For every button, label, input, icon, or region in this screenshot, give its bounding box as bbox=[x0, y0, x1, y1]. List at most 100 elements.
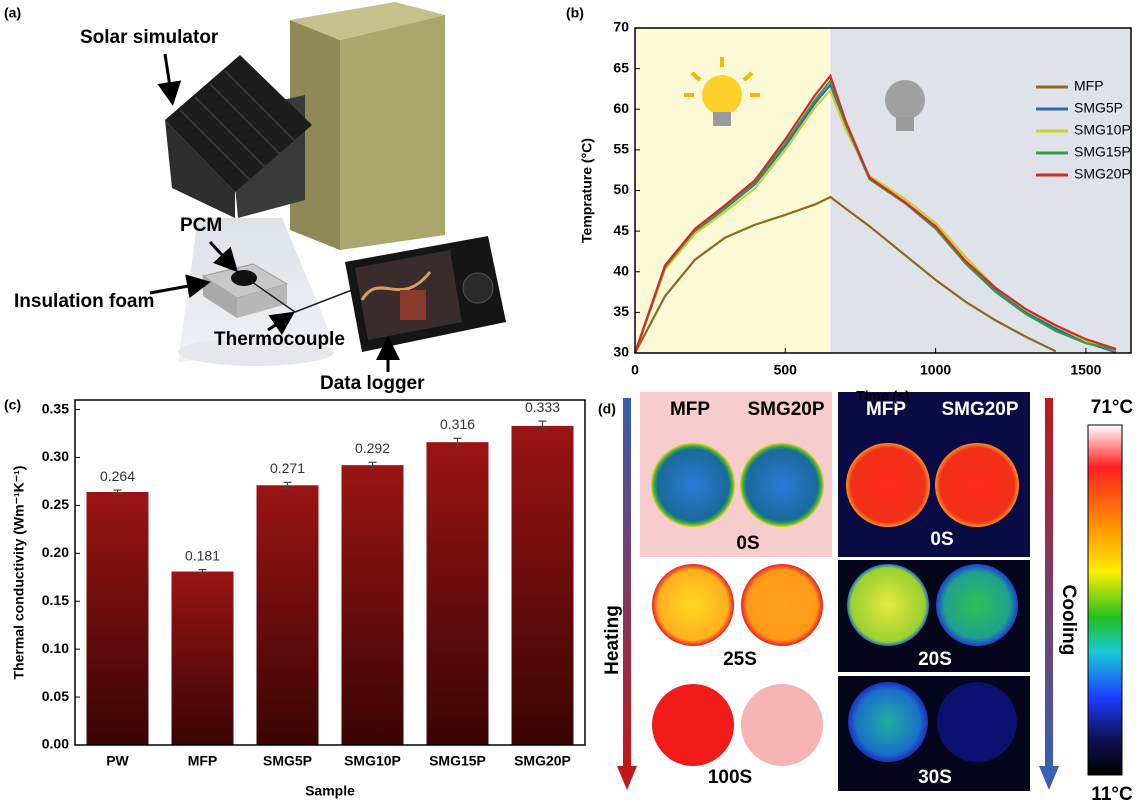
colorbar bbox=[1088, 425, 1122, 775]
value-label: 0.264 bbox=[100, 468, 135, 484]
legend-label: MFP bbox=[1074, 78, 1104, 94]
panel-label: (c) bbox=[4, 397, 21, 413]
colorbar-max: 71°C bbox=[1091, 397, 1134, 418]
sample-disk bbox=[848, 682, 928, 762]
bar bbox=[87, 492, 149, 745]
page: (a) Solar simulator PCM Insulation foam … bbox=[0, 0, 1143, 806]
y-axis-label: Temprature (°C) bbox=[579, 138, 595, 243]
callout: PCM bbox=[180, 215, 222, 236]
bar bbox=[172, 572, 234, 745]
y-tick-label: 65 bbox=[613, 59, 629, 75]
callout: Solar simulator bbox=[80, 27, 219, 48]
sample-disk bbox=[740, 443, 824, 527]
x-tick-label: 0 bbox=[631, 362, 639, 378]
x-tick-label: MFP bbox=[188, 753, 218, 769]
panel-b: 303540455055606570050010001500Time (s)Te… bbox=[566, 5, 1131, 404]
time-label: 0S bbox=[736, 533, 759, 554]
y-tick-label: 0.25 bbox=[42, 496, 69, 512]
x-tick-label: 1000 bbox=[920, 362, 951, 378]
bulb-icon bbox=[702, 75, 742, 115]
legend-label: SMG15P bbox=[1074, 144, 1131, 160]
y-tick-label: 0.00 bbox=[42, 736, 69, 752]
time-label: 0S bbox=[930, 529, 953, 550]
plot-frame bbox=[75, 400, 585, 745]
sample-disk bbox=[652, 564, 734, 646]
y-tick-label: 0.35 bbox=[42, 400, 69, 416]
direction-label: Cooling bbox=[1058, 585, 1079, 656]
value-label: 0.333 bbox=[525, 399, 560, 415]
bulb-icon bbox=[885, 80, 925, 120]
y-tick-label: 40 bbox=[613, 262, 629, 278]
bar bbox=[512, 426, 574, 745]
sample-label: SMG20P bbox=[941, 399, 1018, 420]
bulb-icon bbox=[896, 117, 914, 131]
x-tick-label: SMG10P bbox=[344, 753, 401, 769]
heating-arrow bbox=[623, 398, 631, 766]
sample-disk bbox=[652, 684, 734, 766]
sample-disk bbox=[741, 684, 823, 766]
callout: Data logger bbox=[320, 373, 425, 394]
colorbar-min: 11°C bbox=[1091, 784, 1133, 805]
callout: Thermocouple bbox=[214, 329, 345, 350]
logger-dial bbox=[463, 273, 493, 303]
y-tick-label: 35 bbox=[613, 303, 629, 319]
value-label: 0.271 bbox=[270, 460, 305, 476]
figure: (a) Solar simulator PCM Insulation foam … bbox=[0, 0, 1143, 806]
y-tick-label: 0.05 bbox=[42, 688, 69, 704]
value-label: 0.292 bbox=[355, 440, 390, 456]
panel-label: (d) bbox=[598, 401, 616, 417]
x-axis-label: Sample bbox=[305, 783, 355, 799]
cooling-arrow bbox=[1039, 766, 1059, 790]
time-label: 30S bbox=[918, 767, 952, 788]
y-tick-label: 50 bbox=[613, 181, 629, 197]
panel-d: (d) MFP SMG20P 0S 25S 100S MFP SMG20P 0S… bbox=[598, 392, 1134, 805]
y-tick-label: 0.20 bbox=[42, 544, 69, 560]
bar bbox=[257, 485, 319, 745]
value-label: 0.316 bbox=[440, 416, 475, 432]
y-tick-label: 45 bbox=[613, 222, 629, 238]
value-label: 0.181 bbox=[185, 547, 220, 563]
panel-a: (a) Solar simulator PCM Insulation foam … bbox=[4, 2, 506, 394]
logger-screen bbox=[400, 290, 426, 320]
x-tick-label: SMG5P bbox=[263, 753, 312, 769]
y-tick-label: 55 bbox=[613, 141, 629, 157]
lamp-housing bbox=[340, 15, 445, 250]
callout: Insulation foam bbox=[14, 291, 154, 312]
time-label: 25S bbox=[723, 649, 757, 670]
y-tick-label: 60 bbox=[613, 100, 629, 116]
bar bbox=[342, 465, 404, 745]
y-tick-label: 0.30 bbox=[42, 448, 69, 464]
legend-label: SMG5P bbox=[1074, 100, 1123, 116]
sample-disk bbox=[847, 564, 929, 646]
shaded-region bbox=[635, 28, 830, 353]
panel-c: 0.264 PW 0.181 MFP 0.271 SMG5P 0.292 SMG10P 0.31… bbox=[4, 397, 585, 799]
legend-label: SMG20P bbox=[1074, 166, 1131, 182]
callout-arrow bbox=[165, 54, 172, 100]
y-tick-label: 0.10 bbox=[42, 640, 69, 656]
bulb-icon bbox=[713, 112, 731, 126]
sample-disk bbox=[936, 564, 1018, 646]
sample-disk bbox=[741, 564, 823, 646]
x-tick-label: PW bbox=[106, 753, 129, 769]
y-tick-label: 0.15 bbox=[42, 592, 69, 608]
y-axis-label: Thermal conductivity (Wm⁻¹K⁻¹) bbox=[11, 466, 27, 680]
error-bar bbox=[199, 570, 207, 574]
x-tick-label: 500 bbox=[774, 362, 798, 378]
sample-disk bbox=[651, 443, 735, 527]
sample-disk bbox=[935, 443, 1019, 527]
x-axis-label: Time (s) bbox=[856, 388, 909, 404]
x-tick-label: 1500 bbox=[1070, 362, 1101, 378]
sample-label: MFP bbox=[670, 399, 710, 420]
legend-label: SMG10P bbox=[1074, 122, 1131, 138]
bar bbox=[427, 442, 489, 745]
direction-label: Heating bbox=[602, 605, 623, 675]
time-label: 20S bbox=[918, 649, 952, 670]
x-tick-label: SMG15P bbox=[429, 753, 486, 769]
panel-label: (a) bbox=[4, 5, 21, 21]
time-label: 100S bbox=[708, 767, 752, 788]
sample-disk bbox=[846, 443, 930, 527]
y-tick-label: 30 bbox=[613, 344, 629, 360]
panel-label: (b) bbox=[566, 5, 584, 21]
heating-arrow bbox=[617, 766, 637, 790]
sample-label: SMG20P bbox=[747, 399, 824, 420]
